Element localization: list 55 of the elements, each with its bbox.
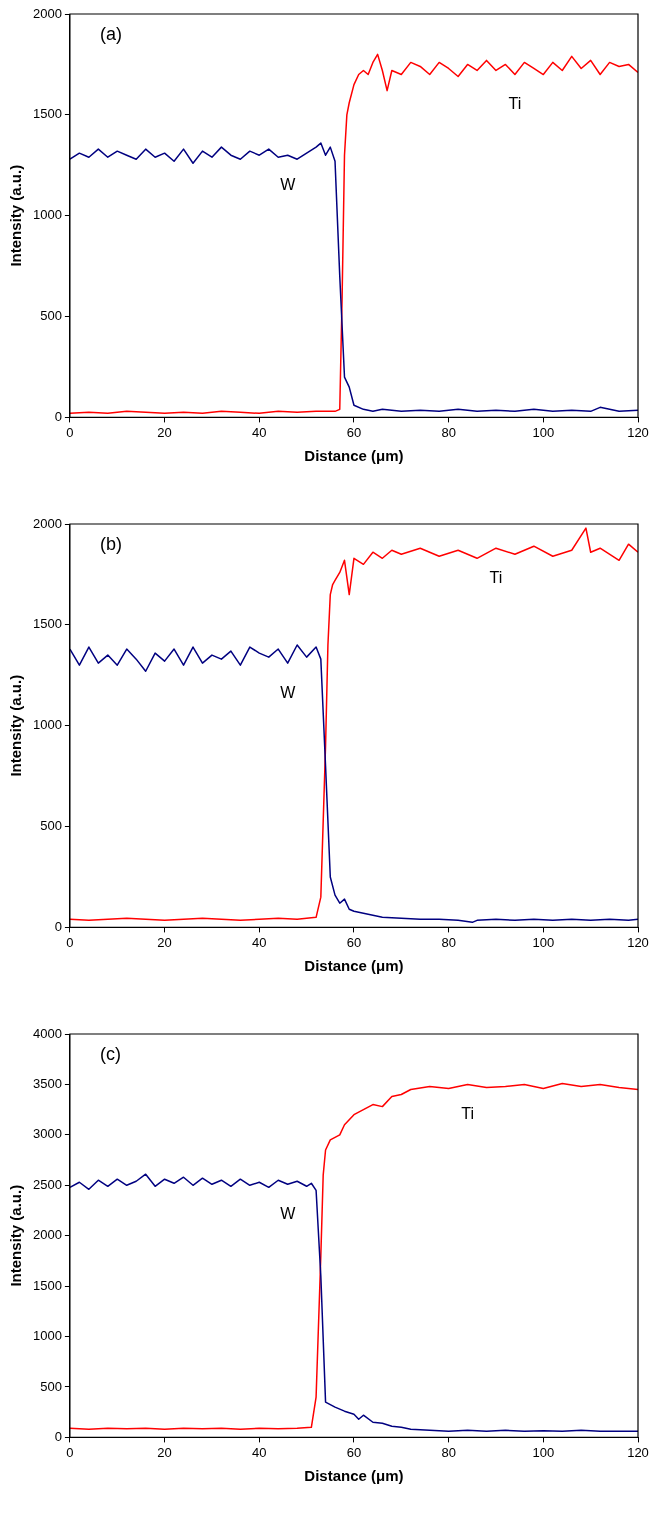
x-tick-label: 40 <box>252 424 267 440</box>
x-axis-title: Distance (μm) <box>304 447 404 465</box>
y-axis-title: Intensity (a.u.) <box>7 164 25 267</box>
x-tick-label: 60 <box>346 1444 362 1460</box>
x-tick-label: 80 <box>441 934 456 950</box>
x-tick-label: 40 <box>252 1444 267 1460</box>
y-tick-label: 1500 <box>33 106 62 122</box>
y-tick-label: 1000 <box>33 207 62 223</box>
y-tick-label: 2500 <box>33 1176 62 1192</box>
x-tick-label: 100 <box>532 1444 555 1460</box>
x-tick-label: 120 <box>627 1444 649 1460</box>
y-tick-label: 3000 <box>33 1126 62 1142</box>
y-tick-label: 4000 <box>33 1025 62 1041</box>
x-tick-label: 80 <box>441 424 456 440</box>
x-tick-label: 20 <box>157 1444 172 1460</box>
x-tick-label: 120 <box>627 424 649 440</box>
x-tick-label: 60 <box>346 424 362 440</box>
y-tick-label: 0 <box>54 1428 62 1444</box>
y-tick-label: 2000 <box>33 5 62 21</box>
y-tick-label: 500 <box>40 1378 62 1394</box>
annotation: (b) <box>99 533 122 554</box>
annotation: (c) <box>99 1043 121 1064</box>
x-tick-label: 60 <box>346 934 362 950</box>
series-label: Ti <box>461 1104 474 1122</box>
y-axis-title: Intensity (a.u.) <box>7 674 25 777</box>
x-tick-label: 20 <box>157 424 172 440</box>
annotation: (a) <box>99 23 122 44</box>
y-tick-label: 0 <box>54 918 62 934</box>
series-label: W <box>280 683 297 701</box>
y-axis-title: Intensity (a.u.) <box>7 1184 25 1287</box>
y-tick-label: 0 <box>54 408 62 424</box>
x-tick-label: 20 <box>157 934 172 950</box>
x-axis-title: Distance (μm) <box>304 1467 404 1485</box>
y-tick-label: 1000 <box>33 717 62 733</box>
y-tick-label: 500 <box>40 818 62 834</box>
x-tick-label: 100 <box>532 424 555 440</box>
series-label: Ti <box>489 568 503 586</box>
y-tick-label: 3500 <box>33 1076 62 1091</box>
x-tick-label: 0 <box>66 424 74 440</box>
x-tick-label: 100 <box>532 934 555 950</box>
x-tick-label: 120 <box>627 934 649 950</box>
series-label: Ti <box>508 94 522 112</box>
x-tick-label: 40 <box>252 934 267 950</box>
y-tick-label: 2000 <box>33 515 62 531</box>
series-label: W <box>280 175 297 193</box>
x-tick-label: 0 <box>66 934 74 950</box>
x-tick-label: 0 <box>66 1444 74 1460</box>
x-tick-label: 80 <box>441 1444 456 1460</box>
x-axis-title: Distance (μm) <box>304 957 404 975</box>
y-tick-label: 2000 <box>33 1227 62 1243</box>
series-label: W <box>280 1204 297 1222</box>
y-tick-label: 1500 <box>33 1277 62 1293</box>
y-tick-label: 1000 <box>33 1328 62 1344</box>
y-tick-label: 1500 <box>33 616 62 632</box>
y-tick-label: 500 <box>40 308 62 324</box>
